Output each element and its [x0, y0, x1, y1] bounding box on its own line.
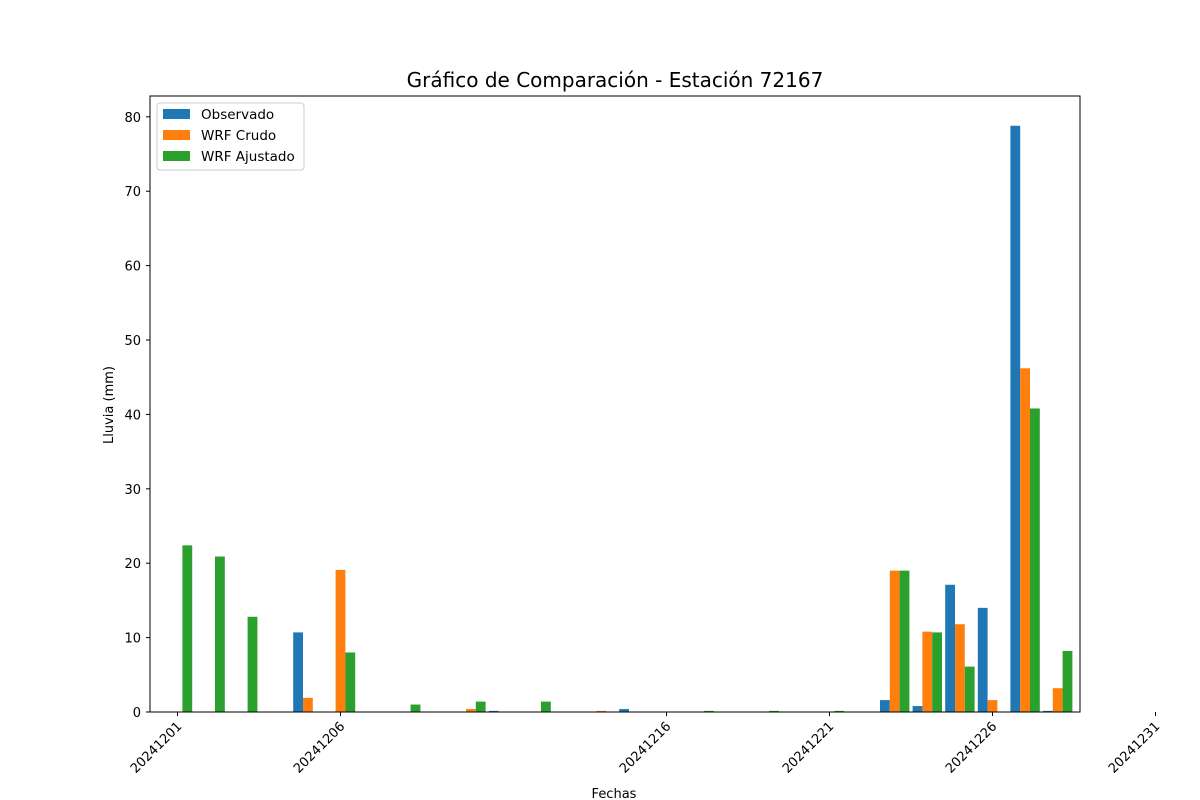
- y-tick-label: 10: [124, 632, 141, 647]
- y-tick-label: 60: [124, 260, 141, 275]
- bar: [834, 710, 845, 712]
- axes-frame: [149, 95, 1081, 713]
- bar: [932, 632, 942, 712]
- bar: [335, 569, 346, 712]
- series-observado: [293, 125, 1053, 712]
- bar: [619, 709, 629, 712]
- bar: [247, 616, 258, 712]
- bar: [704, 710, 714, 712]
- y-tick-label: 50: [124, 334, 141, 349]
- x-axis-label: Fechas: [592, 787, 637, 800]
- bar: [889, 570, 900, 712]
- bar: [922, 631, 933, 712]
- bar: [596, 710, 607, 712]
- bar: [182, 545, 193, 712]
- bar: [880, 700, 890, 712]
- bar: [345, 652, 356, 712]
- bar: [769, 710, 779, 712]
- y-tick-label: 0: [133, 706, 141, 721]
- legend-swatch: [163, 109, 190, 119]
- y-tick-label: 20: [124, 557, 141, 572]
- legend: Observado WRF Crudo WRF Ajustado: [156, 102, 305, 171]
- bar: [964, 666, 975, 712]
- legend-label: Observado: [201, 107, 274, 123]
- bar: [303, 697, 313, 712]
- chart-title: Gráfico de Comparación - Estación 72167: [407, 68, 824, 92]
- bar: [912, 706, 923, 712]
- bar: [1062, 651, 1073, 712]
- bar: [488, 710, 499, 712]
- bar: [475, 701, 486, 712]
- legend-label: WRF Crudo: [201, 128, 276, 144]
- legend-swatch: [163, 151, 190, 161]
- bar: [1030, 408, 1040, 712]
- legend-label: WRF Ajustado: [201, 149, 295, 165]
- bar: [955, 624, 965, 712]
- bar: [1052, 688, 1063, 712]
- bar: [293, 632, 303, 712]
- bar: [987, 700, 998, 712]
- legend-box: [156, 102, 305, 171]
- bar: [541, 701, 551, 712]
- y-tick-label: 80: [124, 111, 141, 126]
- bar: [1020, 368, 1030, 712]
- bar: [977, 607, 988, 712]
- y-tick-label: 30: [124, 483, 141, 498]
- series-wrf-ajustado: [182, 408, 1073, 712]
- bar: [899, 570, 910, 712]
- legend-swatch: [163, 130, 190, 140]
- bar: [1043, 710, 1053, 712]
- bar: [466, 709, 476, 712]
- bar: [410, 704, 421, 712]
- y-tick-label: 40: [124, 408, 141, 423]
- bar: [945, 584, 955, 712]
- y-tick-label: 70: [124, 185, 141, 200]
- bar: [1010, 125, 1021, 712]
- y-axis-label: Lluvia (mm): [102, 366, 117, 444]
- bar: [215, 556, 225, 712]
- series-wrf-crudo: [303, 368, 1063, 712]
